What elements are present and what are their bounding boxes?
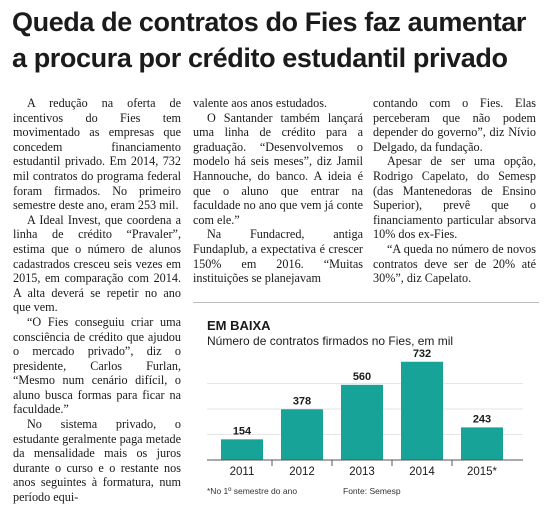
x-tick-label: 2014 bbox=[409, 466, 435, 478]
paragraph: A redução na oferta de incentivos do Fie… bbox=[13, 96, 181, 213]
chart-title: EM BAIXA bbox=[207, 318, 271, 333]
x-tick-label: 2012 bbox=[289, 466, 315, 478]
paragraph: “O Fies conseguiu criar uma consciência … bbox=[13, 314, 181, 417]
bar-2011 bbox=[221, 439, 263, 460]
data-label: 732 bbox=[413, 348, 431, 360]
chart-footnote: *No 1º semestre do ano bbox=[207, 486, 298, 496]
paragraph: “A queda no número de novos contratos de… bbox=[373, 241, 536, 286]
paragraph: O Santander também lançará uma linha de … bbox=[193, 110, 363, 227]
bar-2015* bbox=[461, 427, 503, 460]
contracts-chart: EM BAIXA Número de contratos firmados no… bbox=[193, 302, 539, 512]
data-label: 560 bbox=[353, 371, 371, 383]
x-tick-label: 2011 bbox=[230, 466, 255, 478]
paragraph: Na Fundacred, antiga Fundaplub, a expect… bbox=[193, 227, 363, 286]
bar-chart: 154 2011 378 2012 560 2013 732 2014 243 2015* bbox=[207, 348, 523, 478]
article-column-1: A redução na oferta de incentivos do Fie… bbox=[13, 96, 181, 505]
x-tick-label: 2013 bbox=[349, 466, 375, 478]
bar-2012 bbox=[281, 409, 323, 460]
data-label: 243 bbox=[473, 413, 491, 425]
headline-line-1: Queda de contratos do Fies faz aumentar bbox=[12, 7, 527, 37]
paragraph: A Ideal Invest, que coordena a linha de … bbox=[13, 212, 181, 315]
x-tick-label: 2015* bbox=[467, 466, 498, 478]
article-column-3: contando com o Fies. Elas perceberam que… bbox=[373, 96, 536, 286]
article-column-2: valente aos anos estudados. O Santander … bbox=[193, 96, 363, 286]
chart-subtitle: Número de contratos firmados no Fies, em… bbox=[207, 334, 454, 348]
headline: Queda de contratos do Fies faz aumentar … bbox=[12, 4, 542, 76]
data-label: 154 bbox=[233, 425, 252, 437]
bar-2013 bbox=[341, 384, 383, 460]
paragraph: Apesar de ser uma opção, Rodrigo Capelat… bbox=[373, 154, 536, 242]
chart-divider bbox=[193, 302, 539, 303]
paragraph: No sistema privado, o estudante geralmen… bbox=[13, 417, 181, 505]
paragraph: contando com o Fies. Elas perceberam que… bbox=[373, 96, 536, 154]
bar-2014 bbox=[401, 361, 443, 460]
paragraph: valente aos anos estudados. bbox=[193, 96, 328, 110]
headline-line-2: a procura por crédito estudantil privado bbox=[12, 43, 508, 73]
data-label: 378 bbox=[293, 395, 311, 407]
chart-source: Fonte: Semesp bbox=[343, 486, 401, 496]
